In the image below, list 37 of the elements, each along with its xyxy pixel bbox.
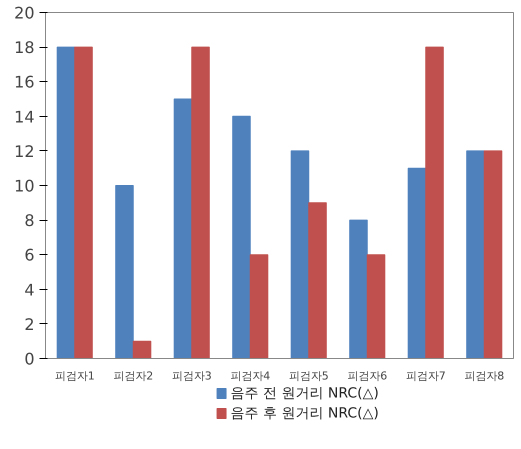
y-tick-label: 8 — [24, 211, 35, 230]
bar — [250, 254, 268, 358]
x-tick-label: 피검자8 — [464, 370, 504, 382]
legend-label: 음주 후 원거리 NRC(△) — [230, 406, 379, 422]
bar — [484, 150, 502, 358]
bar — [308, 202, 327, 358]
y-tick-label: 4 — [24, 280, 35, 300]
y-tick-label: 12 — [14, 142, 34, 161]
y-tick-label: 18 — [14, 38, 34, 58]
legend-label: 음주 전 원거리 NRC(△) — [230, 386, 379, 402]
y-tick-label: 0 — [24, 350, 35, 368]
y-tick-label: 20 — [14, 4, 34, 22]
x-tick-label: 피검자6 — [347, 370, 388, 382]
bar — [425, 46, 444, 358]
bar — [366, 254, 386, 358]
bar — [349, 220, 368, 358]
bar — [132, 340, 152, 358]
x-tick-label: 피검자3 — [172, 370, 212, 382]
bar — [56, 46, 76, 358]
y-tick-label: 14 — [14, 107, 34, 126]
bar — [74, 46, 93, 358]
bar — [232, 116, 251, 358]
x-tick-label: 피검자4 — [230, 370, 270, 382]
bar — [466, 150, 485, 358]
x-tick-label: 피검자2 — [113, 370, 154, 382]
y-tick-label: 6 — [24, 246, 35, 265]
bar — [174, 98, 192, 358]
bar — [290, 150, 310, 358]
y-tick-label: 16 — [14, 72, 34, 92]
y-tick-label: 2 — [24, 314, 35, 334]
y-tick-label: 10 — [14, 176, 34, 196]
x-tick-label: 피검자1 — [54, 370, 95, 382]
x-tick-label: 피검자5 — [288, 370, 329, 382]
bar — [191, 46, 210, 358]
bar — [115, 185, 134, 358]
x-tick-label: 피검자7 — [406, 370, 446, 382]
bar — [408, 168, 426, 358]
